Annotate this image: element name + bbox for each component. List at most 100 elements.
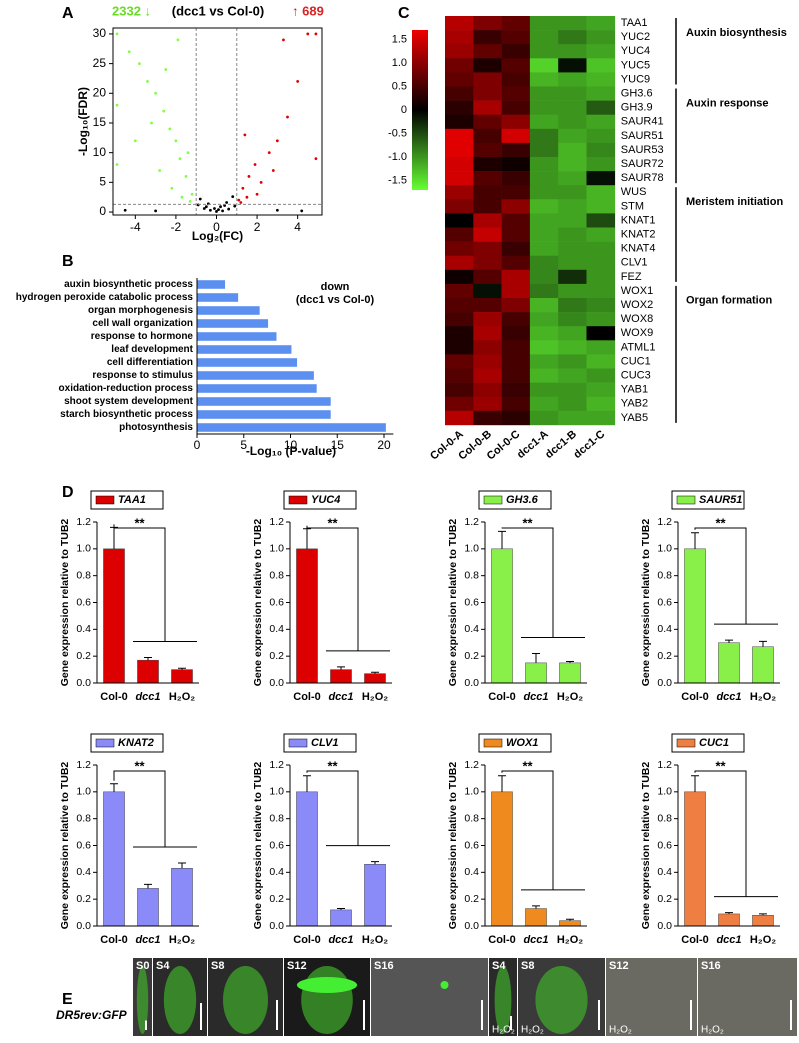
category-label: response to stimulus <box>92 370 193 381</box>
heat-cell <box>445 185 474 200</box>
heat-cell <box>473 312 502 327</box>
point <box>176 38 180 42</box>
heat-cell <box>445 16 474 31</box>
x-tick-label: H₂O₂ <box>169 691 195 703</box>
heat-cell <box>473 340 502 355</box>
bar <box>752 646 774 684</box>
heat-cell <box>529 171 559 186</box>
point <box>188 199 192 203</box>
x-tick-label: H₂O₂ <box>169 934 195 946</box>
gfp-signal <box>494 966 512 1034</box>
colorbar-label: 0.5 <box>392 80 407 92</box>
heat-cell <box>586 255 616 271</box>
heat-cell <box>586 114 616 130</box>
heat-cell <box>473 142 502 158</box>
heat-cell <box>473 354 502 369</box>
category-label: cell differentiation <box>107 357 193 368</box>
legend-box <box>90 733 164 753</box>
x-tick-label: Col-0 <box>488 934 516 946</box>
gfp-signal <box>301 966 353 1034</box>
legend-label: TAA1 <box>118 494 146 506</box>
heat-cell <box>529 30 559 45</box>
heat-cell <box>445 171 474 186</box>
x-tick-label: Col-0 <box>293 934 321 946</box>
colorbar-label: 1.0 <box>392 57 407 69</box>
point <box>115 32 119 36</box>
annotation: down <box>321 281 350 293</box>
heat-cell <box>558 72 587 87</box>
point <box>164 68 168 71</box>
row-label: TAA1 <box>621 17 648 29</box>
x-tick-label: dcc1 <box>523 691 548 703</box>
heat-cell <box>529 114 559 130</box>
category-label: starch biosynthetic process <box>60 409 193 420</box>
point <box>282 38 285 42</box>
significance-bracket <box>306 525 390 652</box>
panel-label: B <box>62 253 74 270</box>
column-label: dcc1-A <box>515 428 551 461</box>
heat-cell <box>558 86 587 101</box>
point <box>300 209 304 213</box>
group-label: Organ formation <box>686 295 772 307</box>
y-tick-label: 0.4 <box>657 623 672 635</box>
y-tick-label: 0.0 <box>464 677 479 689</box>
y-axis-label: Gene expression relative to TUB2 <box>252 519 264 687</box>
category-label: response to hormone <box>91 331 194 342</box>
bar <box>752 915 774 927</box>
colorbar-label: -1.0 <box>388 151 407 163</box>
category-label: leaf development <box>111 344 193 355</box>
heat-cell <box>473 283 502 299</box>
heat-cell <box>558 114 587 130</box>
heat-cell <box>445 128 474 144</box>
bar <box>197 319 269 328</box>
colorbar-label: -0.5 <box>388 127 407 139</box>
heat-cell <box>501 340 531 355</box>
heat-cell <box>473 171 502 186</box>
bar <box>525 662 547 684</box>
heat-cell <box>586 340 616 355</box>
legend-label: CUC1 <box>699 737 729 749</box>
gfp-signal <box>535 966 588 1034</box>
point <box>275 208 279 212</box>
bar <box>103 791 125 927</box>
y-tick-label: 0.2 <box>269 650 284 662</box>
heat-cell <box>558 340 587 355</box>
point <box>231 195 235 198</box>
heat-cell <box>529 283 559 299</box>
row-label: YUC4 <box>621 45 650 57</box>
point <box>241 186 245 190</box>
treatment-label: H₂O₂ <box>492 1025 515 1036</box>
point <box>217 208 220 212</box>
x-tick-label: 0 <box>194 438 201 452</box>
x-tick-label: 10 <box>284 438 298 452</box>
x-tick-label: 5 <box>240 438 247 452</box>
error-bar <box>337 666 345 670</box>
heat-cell <box>586 396 616 412</box>
heat-cell <box>558 298 587 313</box>
x-tick-label: 0 <box>213 220 220 234</box>
stage-label: S12 <box>287 960 307 972</box>
heat-cell <box>558 58 587 73</box>
row-label: SAUR53 <box>621 144 664 156</box>
micrograph <box>698 958 797 1036</box>
y-tick-label: 1.0 <box>464 786 479 798</box>
heat-cell <box>529 199 559 214</box>
row-label: ATML1 <box>621 341 656 353</box>
stage-label: S0 <box>136 960 149 972</box>
x-tick-label: H₂O₂ <box>750 934 776 946</box>
panel-label: D <box>62 484 74 501</box>
heat-cell <box>586 30 616 45</box>
point <box>219 205 222 209</box>
legend-label: KNAT2 <box>118 737 154 749</box>
error-bar <box>371 671 379 674</box>
heat-cell <box>529 157 559 172</box>
point <box>227 207 231 211</box>
heat-cell <box>473 326 502 341</box>
bar <box>197 384 317 393</box>
legend-box <box>478 733 552 753</box>
legend-swatch <box>288 738 308 748</box>
x-tick-label: Col-0 <box>100 691 128 703</box>
stage-label: S16 <box>374 960 394 972</box>
error-bar <box>498 530 506 549</box>
point <box>239 201 243 204</box>
